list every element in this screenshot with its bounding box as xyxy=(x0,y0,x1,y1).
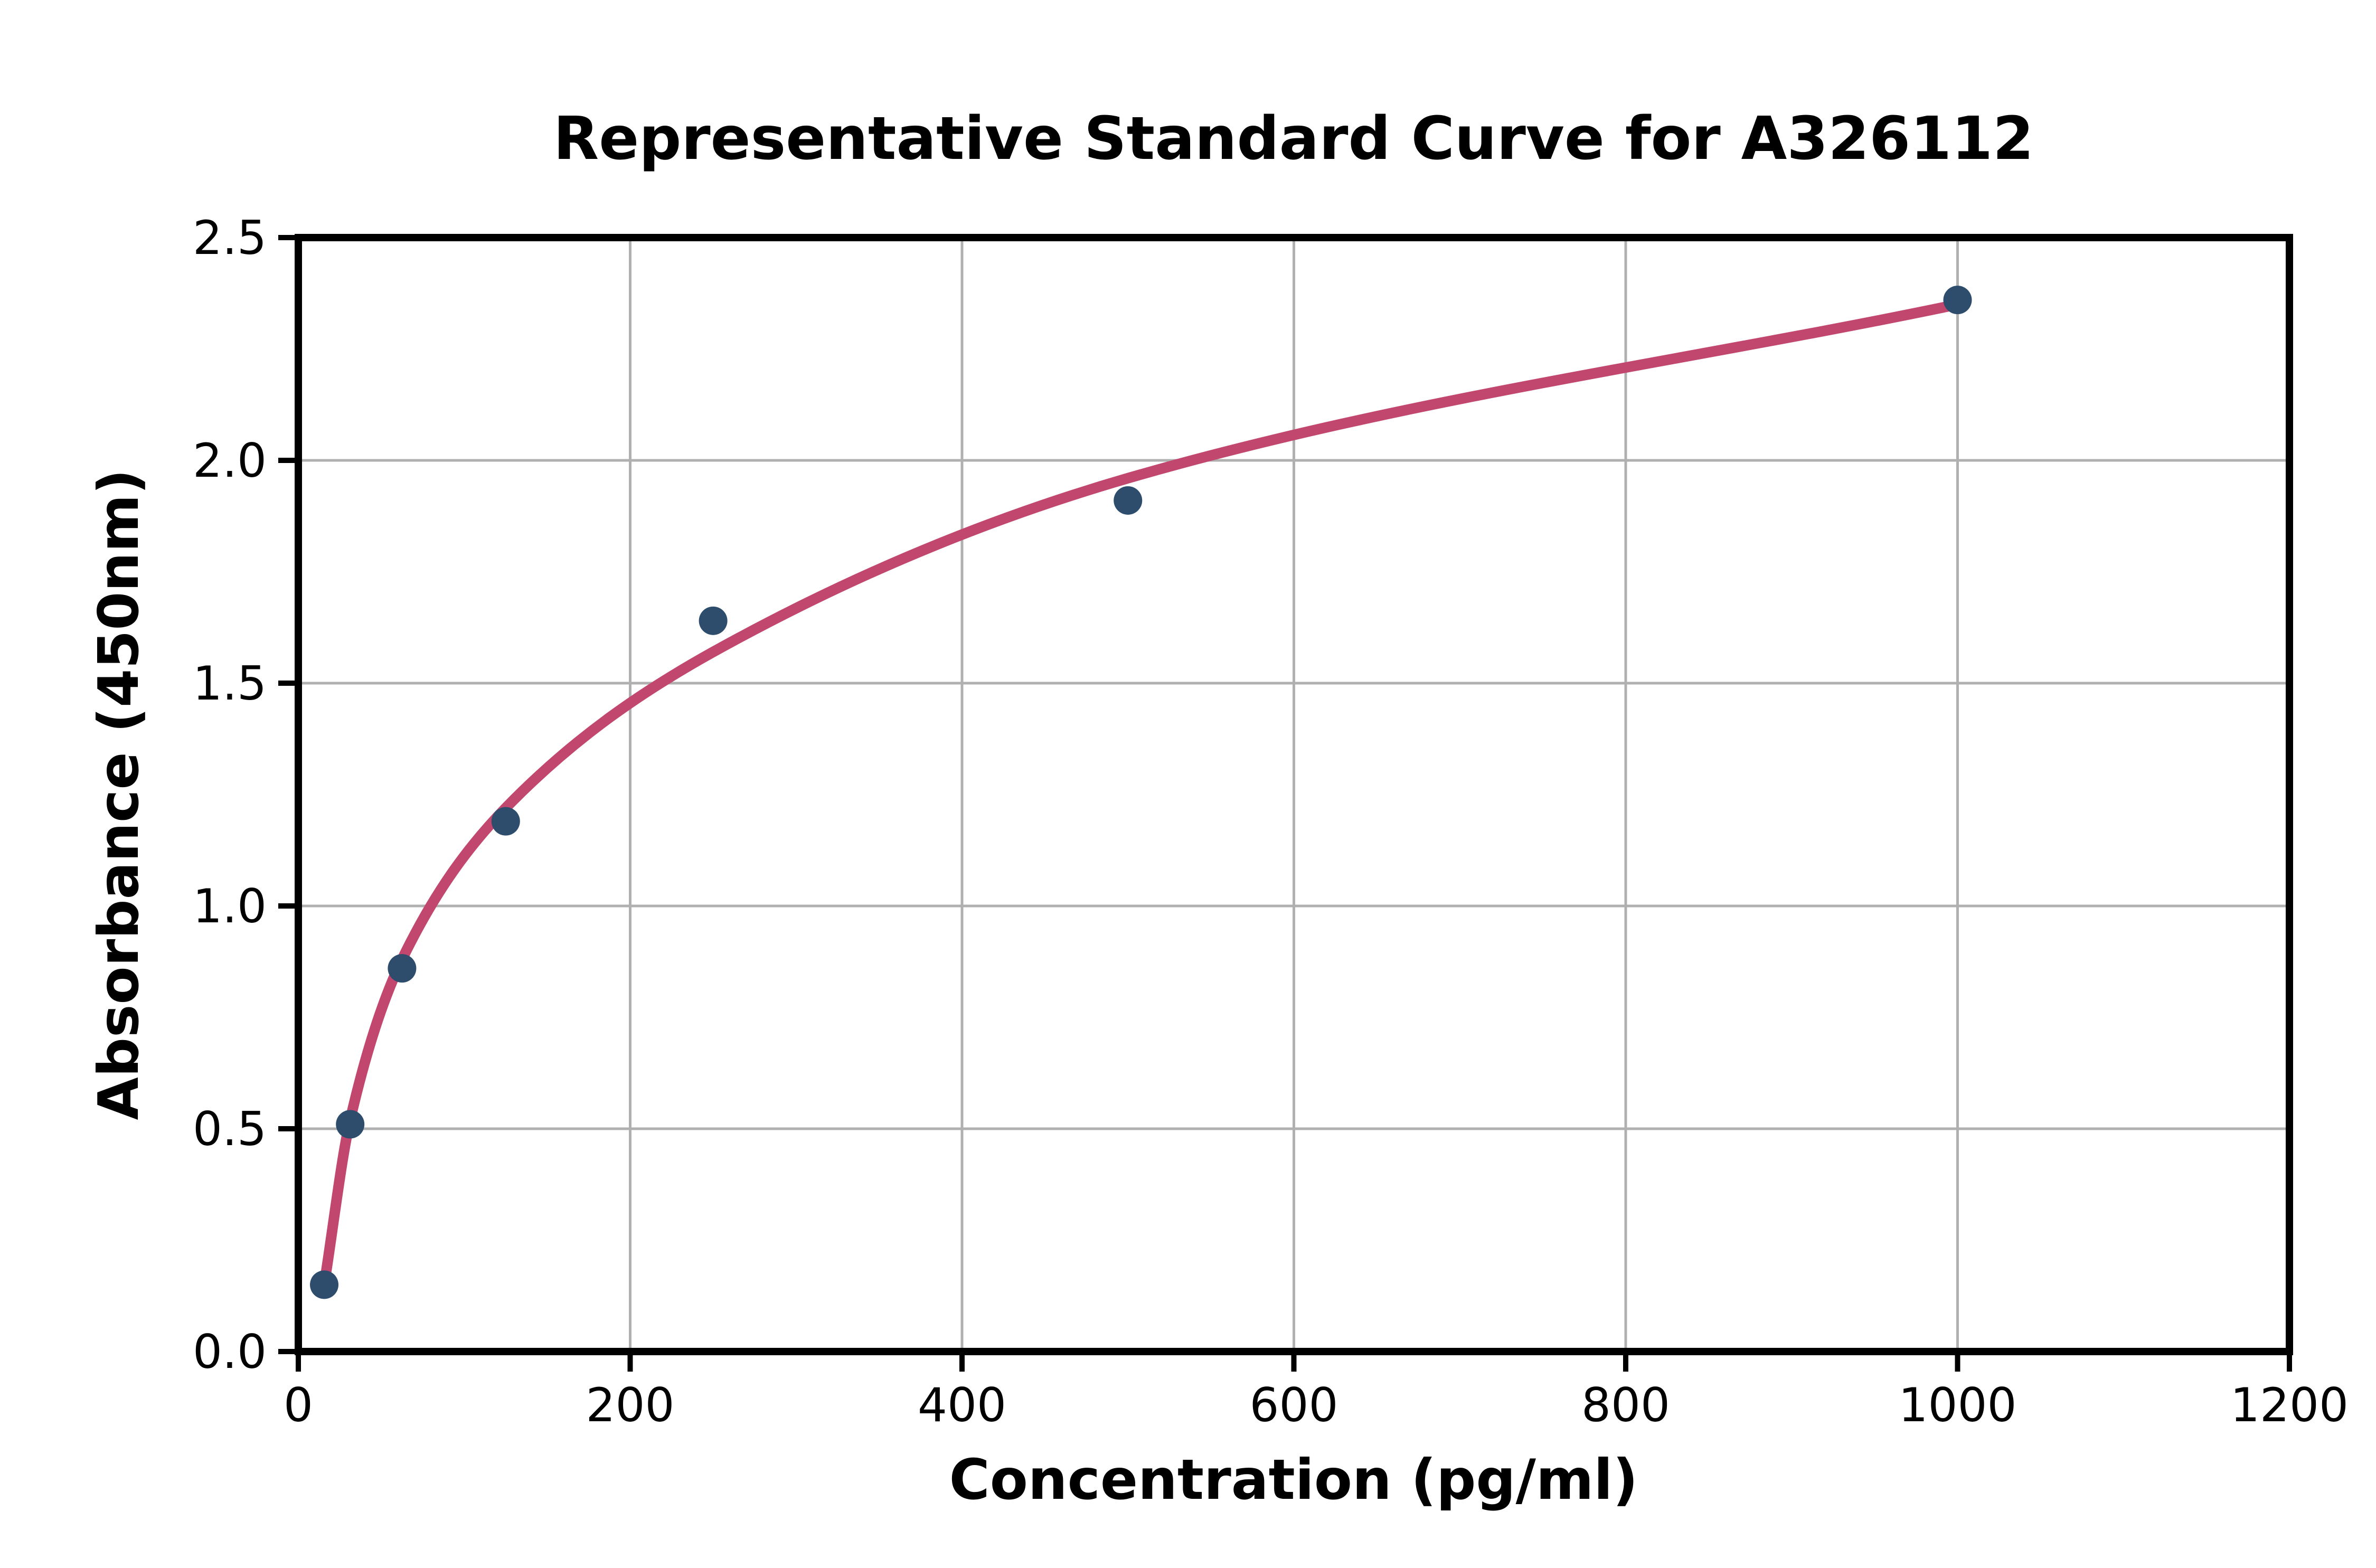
y-tick-label: 0.5 xyxy=(193,1102,267,1156)
x-tick-label: 1200 xyxy=(2230,1378,2349,1432)
x-tick-label: 0 xyxy=(284,1378,313,1432)
data-point xyxy=(699,606,728,635)
data-point xyxy=(336,1110,365,1139)
x-tick-label: 400 xyxy=(918,1378,1006,1432)
data-point xyxy=(388,954,417,983)
x-axis-title: Concentration (pg/ml) xyxy=(949,1448,1638,1512)
x-tick-label: 600 xyxy=(1250,1378,1338,1432)
fit-curve xyxy=(319,299,1963,1290)
y-tick-label: 0.0 xyxy=(193,1325,267,1379)
data-point xyxy=(1114,486,1143,515)
data-point xyxy=(1943,286,1972,315)
data-point xyxy=(491,807,520,836)
y-tick-label: 2.0 xyxy=(193,433,267,488)
y-tick-label: 1.0 xyxy=(193,879,267,933)
x-tick-label: 800 xyxy=(1581,1378,1670,1432)
data-point xyxy=(310,1270,339,1299)
x-tick-label: 1000 xyxy=(1899,1378,2017,1432)
y-tick-label: 2.5 xyxy=(193,211,267,265)
x-tick-label: 200 xyxy=(586,1378,675,1432)
chart-title: Representative Standard Curve for A32611… xyxy=(553,105,2034,173)
y-tick-label: 1.5 xyxy=(193,656,267,711)
plot-border xyxy=(295,234,2293,1355)
